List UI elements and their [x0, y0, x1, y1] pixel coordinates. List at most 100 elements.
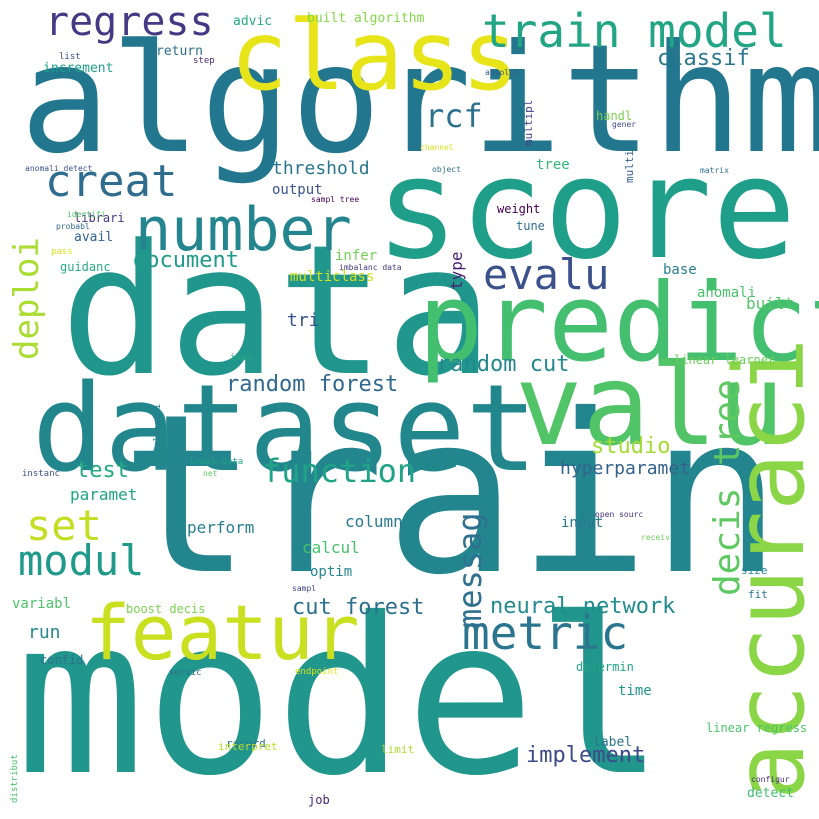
- word-step: step: [193, 56, 215, 66]
- word-classifi: classifi: [153, 403, 163, 447]
- word-implement: implement: [526, 743, 646, 768]
- word-built-algorithm: built algorithm: [307, 11, 425, 26]
- word-limit: limit: [381, 743, 415, 756]
- word-tri: tri: [287, 310, 320, 331]
- word-set: set: [26, 501, 102, 550]
- word-pass: pass: [51, 247, 73, 257]
- word-imbalanc-data: imbalanc data: [339, 263, 402, 272]
- word-imag: imag: [230, 353, 252, 363]
- word-anomali: anomali: [697, 285, 757, 301]
- word-librari: librari: [74, 211, 125, 225]
- word-servic: servic: [169, 668, 202, 678]
- word-paramet: paramet: [70, 485, 138, 504]
- word-instanc: instanc: [22, 469, 60, 479]
- word-featur: featur: [85, 588, 360, 677]
- word-linear-learner: linear learner: [674, 353, 776, 367]
- word-sampl-tree: sampl tree: [311, 195, 360, 204]
- word-configur: configur: [751, 775, 790, 784]
- word-column: column: [345, 512, 403, 531]
- word-channel: channel: [420, 143, 454, 152]
- word-valu: valu: [515, 341, 785, 471]
- word-class: class: [230, 0, 519, 112]
- word-random-forest: random forest: [226, 372, 399, 397]
- word-advic: advic: [233, 14, 273, 29]
- word-guidanc: guidanc: [60, 260, 111, 274]
- word-calcul: calcul: [302, 538, 360, 557]
- word-absolut: absolut: [485, 68, 519, 77]
- word-classif: classif: [657, 46, 750, 71]
- word-evalu: evalu: [483, 250, 610, 299]
- word-type: type: [447, 251, 466, 290]
- word-number: number: [135, 195, 352, 265]
- word-creat: creat: [45, 156, 178, 207]
- word-tree: tree: [536, 157, 570, 173]
- word-neural-network: neural network: [490, 594, 676, 619]
- word-size: size: [741, 564, 768, 577]
- word-score: score: [375, 128, 797, 291]
- word-threshold: threshold: [272, 158, 370, 179]
- word-net: net: [203, 469, 218, 478]
- word-variabl: variabl: [12, 596, 72, 612]
- word-handl: handl: [596, 109, 633, 123]
- word-dataset: dataset: [32, 360, 538, 499]
- word-model: model: [15, 572, 666, 819]
- word-weight: weight: [497, 202, 541, 216]
- word-fit: fit: [748, 588, 768, 601]
- word-metric: metric: [462, 606, 629, 660]
- word-function: function: [262, 452, 417, 490]
- word-train-model: train model: [482, 4, 787, 58]
- word-output: output: [272, 182, 323, 198]
- word-return: return: [156, 44, 203, 59]
- word-confid: confid: [40, 653, 84, 667]
- word-open-sourc: open sourc: [595, 510, 644, 519]
- word-multiclass: multiclass: [290, 269, 375, 285]
- word-random-cut: random cut: [437, 352, 570, 377]
- word-distribut: distribut: [10, 754, 20, 803]
- word-receiv: receiv: [641, 533, 670, 542]
- word-linear-regress: linear regress: [706, 721, 808, 735]
- word-identifi: identifi: [67, 210, 106, 219]
- word-built: built: [746, 294, 795, 313]
- word-optim: optim: [310, 564, 353, 580]
- word-base: base: [663, 262, 697, 278]
- word-regress: regress: [45, 0, 214, 45]
- word-multipl: multipl: [522, 99, 535, 146]
- word-sampl: sampl: [292, 584, 317, 593]
- word-run: run: [28, 622, 61, 643]
- word-determin: determin: [576, 660, 634, 674]
- word-input-data: input data: [189, 457, 244, 467]
- word-input: input: [561, 515, 604, 531]
- word-avail: avail: [74, 230, 114, 245]
- word-predict: predict: [418, 261, 819, 386]
- word-perform: perform: [187, 518, 255, 537]
- word-multi: multi: [623, 149, 636, 183]
- word-cut-forest: cut forest: [292, 595, 425, 620]
- word-infer: infer: [335, 248, 378, 264]
- word-detect: detect: [747, 786, 794, 801]
- word-hyperparamet: hyperparamet: [560, 458, 691, 479]
- word-label: label: [593, 735, 633, 750]
- word-studio: studio: [591, 434, 671, 459]
- word-interpret: interpret: [218, 740, 278, 753]
- word-document: document: [133, 248, 239, 273]
- word-data: data: [60, 207, 494, 416]
- word-modul: modul: [18, 536, 145, 585]
- word-rcf: rcf: [425, 97, 483, 135]
- word-matrix: matrix: [700, 166, 729, 175]
- word-train: train: [120, 367, 783, 623]
- word-job: job: [308, 793, 330, 807]
- word-anomali-detect: anomali detect: [25, 164, 93, 173]
- word-boost-decis: boost decis: [126, 602, 206, 616]
- word-gener: gener: [612, 120, 637, 129]
- word-record: record: [226, 737, 266, 750]
- word-increment: increment: [43, 61, 114, 76]
- word-test: test: [76, 458, 129, 483]
- word-list: list: [59, 52, 81, 62]
- word-algorithm: algorithm: [20, 13, 819, 187]
- word-time: time: [618, 683, 652, 699]
- word-tune: tune: [516, 219, 545, 233]
- word-probabl: probabl: [56, 222, 90, 231]
- word-deploi: deploi: [7, 237, 47, 360]
- word-endpoint: endpoint: [295, 667, 339, 677]
